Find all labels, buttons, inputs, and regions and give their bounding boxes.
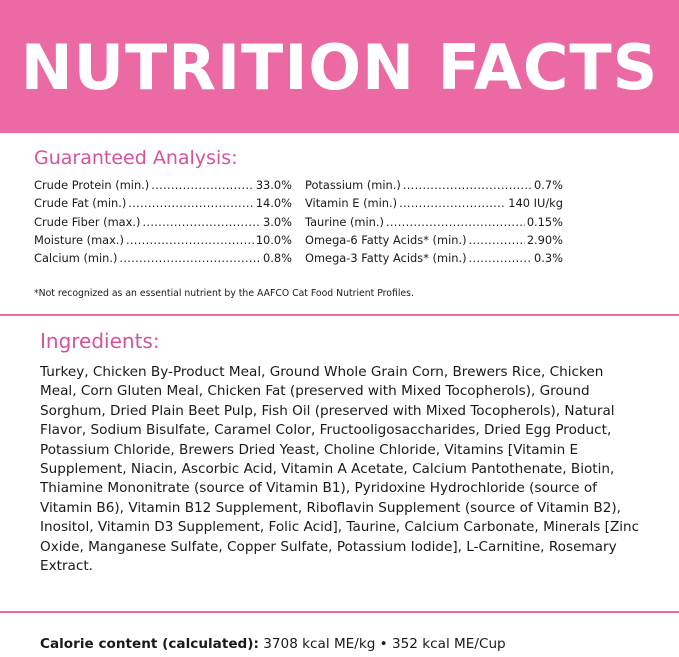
nutrient-name: Omega-3 Fatty Acids* (min.): [305, 251, 467, 266]
analysis-row: Omega-3 Fatty Acids* (min.) 0.3%: [305, 249, 563, 267]
dot-leader: [119, 249, 261, 267]
dot-leader: [386, 213, 525, 231]
nutrient-name: Crude Protein (min.): [34, 178, 150, 192]
ingredients-list: Turkey, Chicken By-Product Meal, Ground …: [40, 364, 640, 575]
analysis-row: Taurine (min.) 0.15%: [305, 213, 563, 231]
section-divider: [0, 314, 679, 316]
dot-leader: [469, 231, 525, 249]
calorie-value: 3708 kcal ME/kg • 352 kcal ME/Cup: [258, 636, 506, 652]
analysis-row: Vitamin E (min.) 140 IU/kg: [305, 194, 563, 212]
dot-leader: [399, 194, 506, 212]
dot-leader: [128, 194, 254, 212]
nutrient-value: 140 IU/kg: [508, 196, 563, 211]
nutrient-value: 14.0%: [255, 196, 292, 211]
analysis-row: Moisture (max.) 10.0%: [34, 231, 292, 249]
analysis-row: Omega-6 Fatty Acids* (min.) 2.90%: [305, 231, 563, 249]
guaranteed-analysis-left-column: Crude Protein (min.) 33.0% Crude Fat (mi…: [34, 176, 292, 267]
nutrient-value: 0.7%: [534, 178, 563, 192]
dot-leader: [126, 231, 254, 249]
aafco-footnote: *Not recognized as an essential nutrient…: [34, 288, 414, 299]
dot-leader: [469, 249, 533, 267]
nutrient-value: 33.0%: [255, 178, 292, 192]
nutrient-value: 2.90%: [526, 232, 563, 247]
nutrient-name: Crude Fiber (max.): [34, 214, 141, 229]
dot-leader: [151, 176, 254, 194]
nutrient-value: 0.3%: [534, 251, 563, 266]
guaranteed-analysis-title: Guaranteed Analysis:: [34, 147, 238, 169]
dot-leader: [403, 176, 532, 194]
nutrient-name: Calcium (min.): [34, 251, 118, 266]
analysis-row: Crude Protein (min.) 33.0%: [34, 176, 292, 194]
nutrient-name: Omega-6 Fatty Acids* (min.): [305, 232, 467, 247]
analysis-row: Crude Fat (min.) 14.0%: [34, 194, 292, 212]
dot-leader: [142, 213, 261, 231]
nutrient-value: 0.15%: [526, 214, 563, 229]
nutrient-name: Taurine (min.): [305, 214, 384, 229]
ingredients-title: Ingredients:: [40, 329, 160, 353]
nutrient-name: Crude Fat (min.): [34, 196, 127, 211]
nutrient-value: 10.0%: [255, 232, 292, 247]
page-title: NUTRITION FACTS: [20, 31, 659, 104]
nutrient-name: Potassium (min.): [305, 178, 401, 192]
nutrient-value: 0.8%: [263, 251, 292, 266]
analysis-row: Calcium (min.) 0.8%: [34, 249, 292, 267]
calorie-label: Calorie content (calculated):: [40, 636, 259, 652]
nutrient-name: Vitamin E (min.): [305, 196, 398, 211]
section-divider: [0, 611, 679, 613]
nutrient-value: 3.0%: [263, 214, 292, 229]
guaranteed-analysis-right-column: Potassium (min.) 0.7% Vitamin E (min.) 1…: [305, 176, 563, 267]
calorie-content: Calorie content (calculated): 3708 kcal …: [40, 634, 506, 654]
analysis-row: Potassium (min.) 0.7%: [305, 176, 563, 194]
analysis-row: Crude Fiber (max.) 3.0%: [34, 213, 292, 231]
header-banner: NUTRITION FACTS: [0, 0, 679, 133]
nutrient-name: Moisture (max.): [34, 232, 124, 247]
